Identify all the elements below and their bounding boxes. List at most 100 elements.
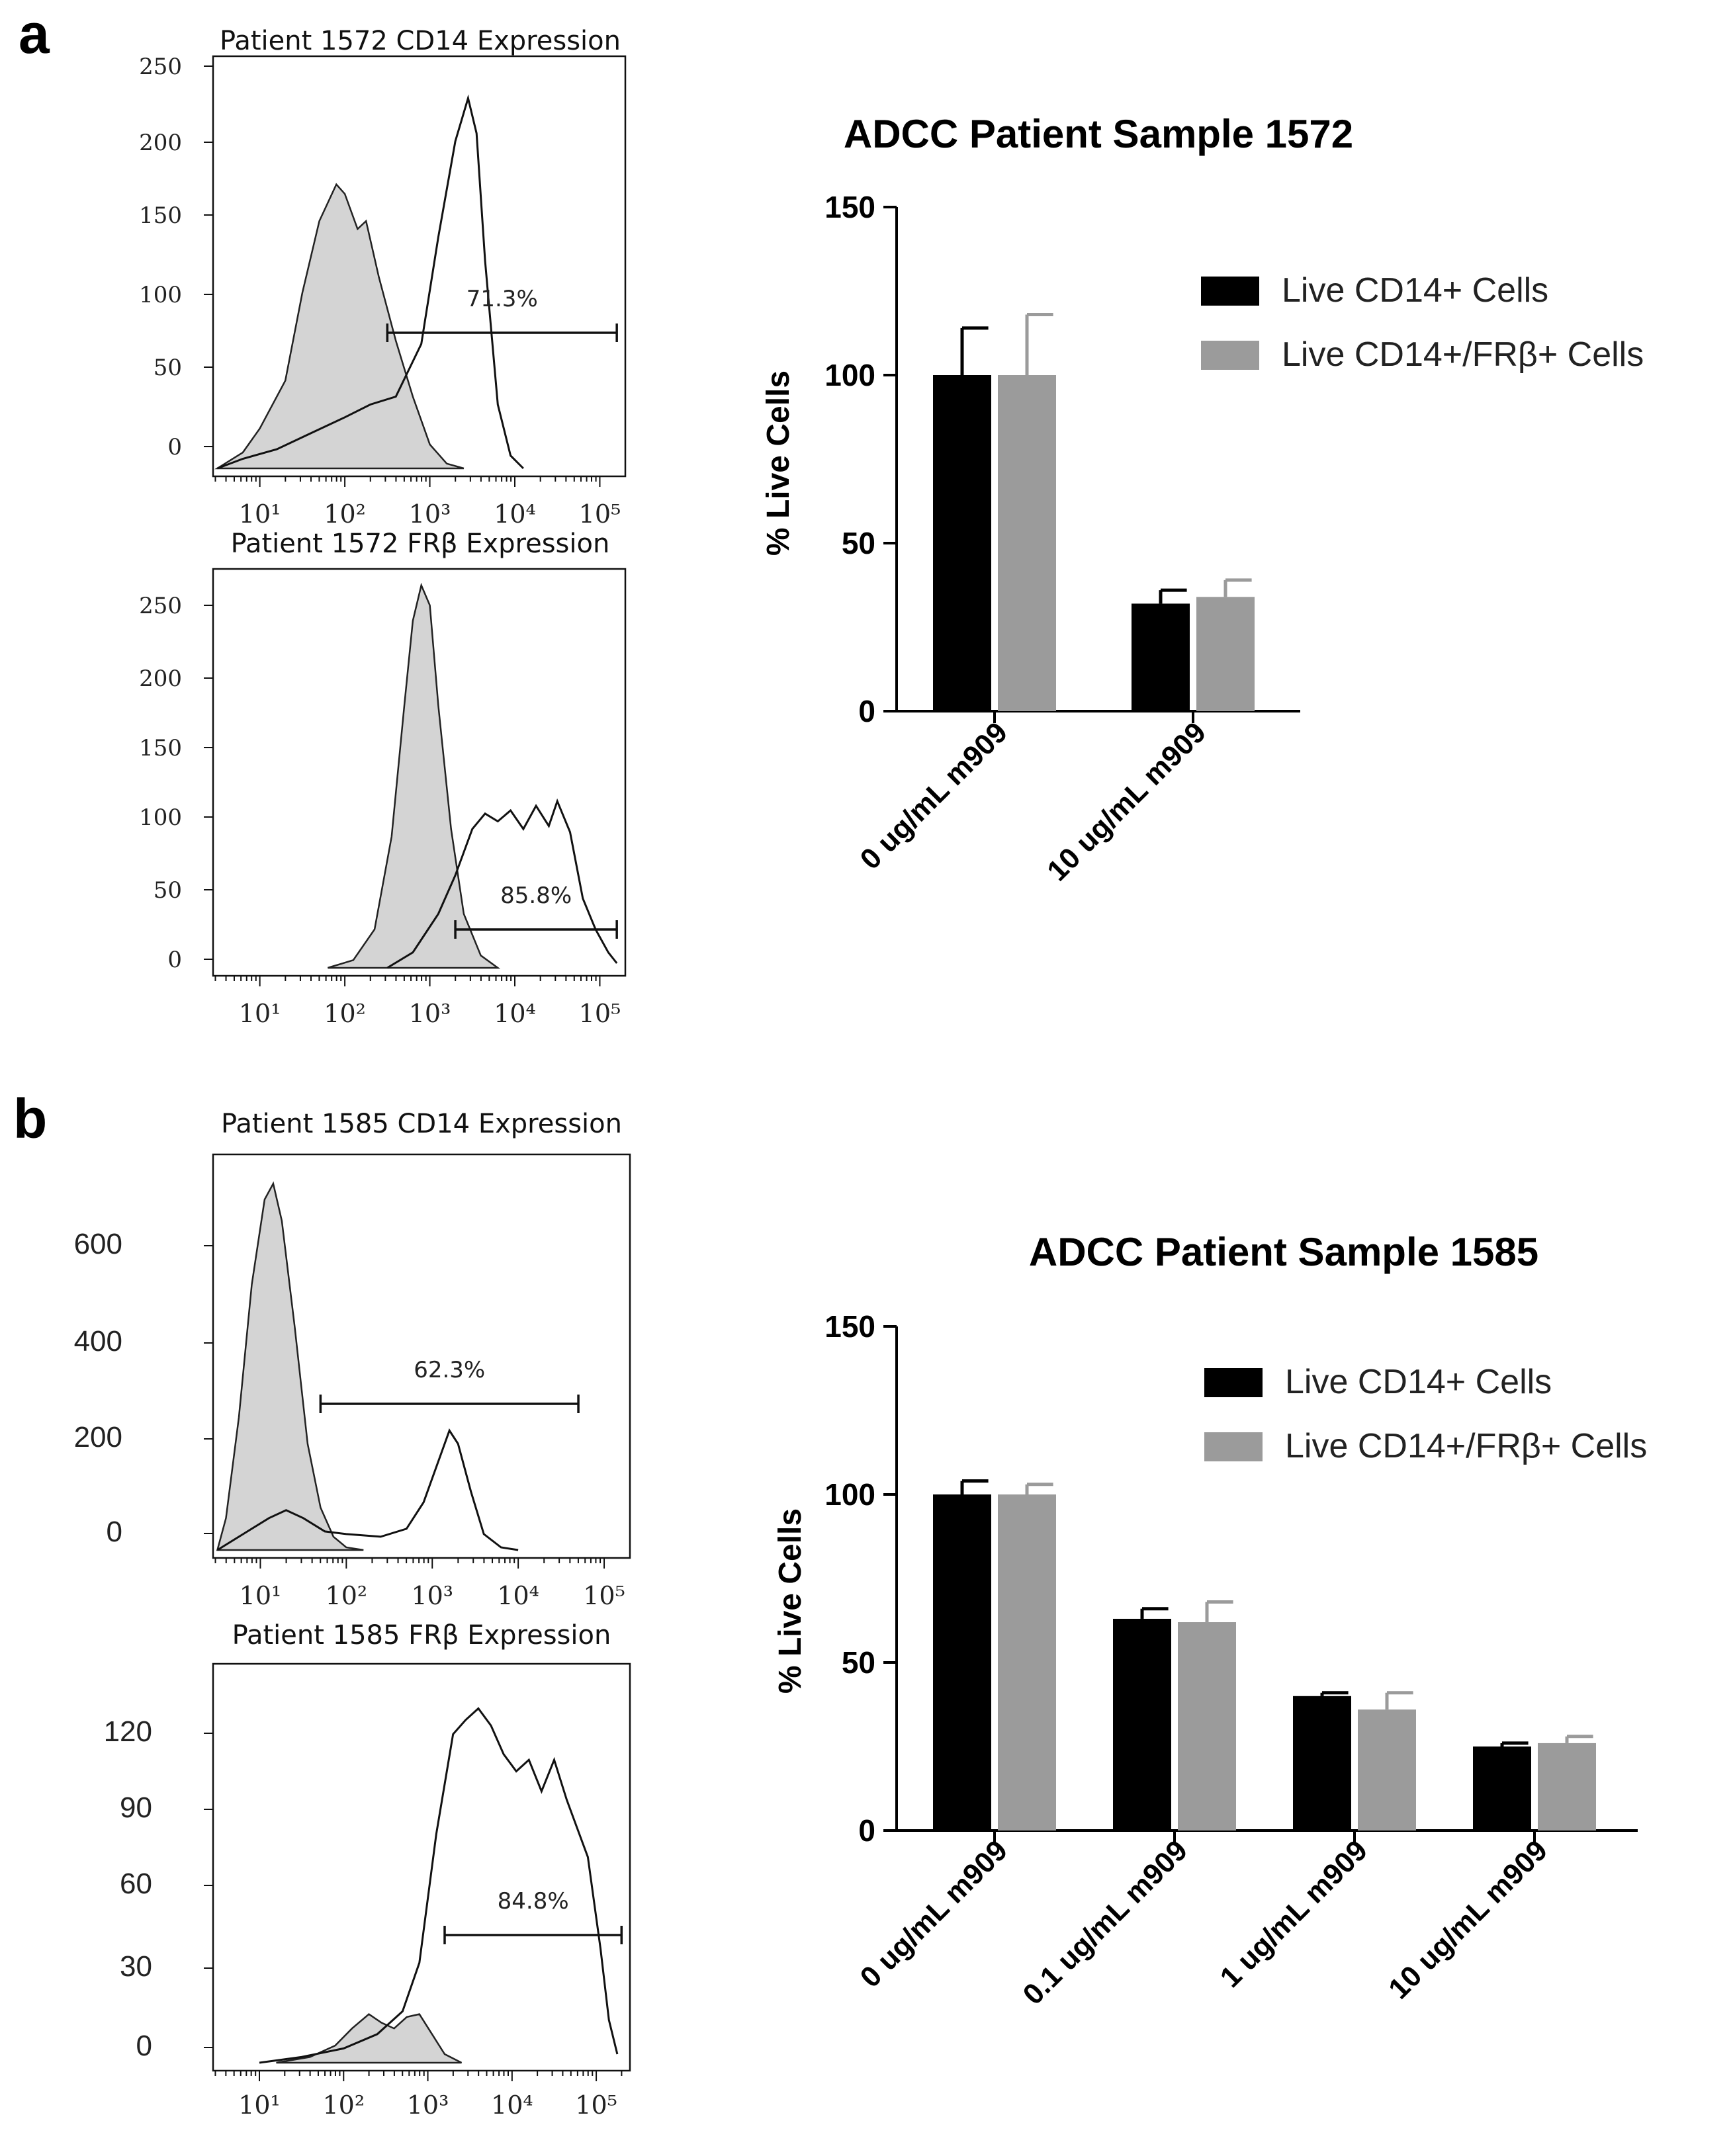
x-tick-label: 10¹ [239,999,281,1028]
x-tick-label: 10⁵ [575,2091,617,2120]
bar-cd14 [1132,603,1190,711]
x-tick-label: 10¹ [239,499,281,529]
y-tick-label: 200 [74,1421,122,1453]
x-tick-label: 10¹ [240,1581,282,1610]
histogram-1572-frb: Patient 1572 FRβ Expression 85.8% 250 200 15… [139,529,627,1028]
x-tick-label: 10⁴ [491,2091,533,2120]
y-tick-label: 0 [167,947,182,973]
histogram-control-curve [216,1181,364,1551]
chart-title: ADCC Patient Sample 1572 [844,112,1353,156]
gate-label: 62.3% [414,1357,485,1383]
y-tick-label: 30 [120,1950,152,1983]
gate-label: 84.8% [498,1888,569,1915]
histogram-stained-curve [216,1428,519,1551]
histogram-control-curve [214,183,465,470]
x-tick-label: 10³ [407,2091,449,2120]
x-tick-label: 10² [324,999,366,1028]
y-tick-label: 150 [824,1309,875,1344]
y-tick-label: 100 [824,1477,875,1512]
y-tick-label: 0 [136,2030,152,2062]
histogram-stained-curve [259,1707,619,2064]
x-tick-label: 10² [326,1581,368,1610]
x-tick-label: 10⁵ [579,999,621,1028]
bar-cd14-frb [1358,1709,1416,1831]
legend-swatch-cd14 [1201,277,1259,306]
category-label: 0.1 ug/mL m909 [1017,1834,1194,2011]
bar-cd14-frb [1178,1622,1236,1831]
legend-label: Live CD14+ Cells [1282,271,1548,310]
bar-cd14 [933,1494,991,1831]
y-tick-label: 250 [139,593,182,619]
bar-cd14-frb [998,375,1056,711]
y-tick-label: 100 [139,282,182,308]
x-tick-label: 10⁴ [494,499,536,529]
bar-cd14 [1113,1618,1171,1831]
panel-label-a: a [19,3,50,65]
y-axis-label: % Live Cells [761,370,796,556]
legend-swatch-cd14 [1204,1368,1263,1397]
category-label: 10 ug/mL m909 [1382,1834,1554,2005]
x-tick-label: 10¹ [238,2091,281,2120]
histogram-1585-frb: Patient 1585 FRβ Expression 84.8% 120 90 60 3… [104,1620,631,2120]
gate-label: 85.8% [500,883,572,909]
histogram-1572-cd14: Patient 1572 CD14 Expression 71.3% 250 200 1… [139,26,627,529]
bar-cd14 [1473,1746,1531,1831]
bar-cd14-frb [1196,597,1255,711]
y-tick-label: 150 [139,202,182,229]
x-tick-label: 10³ [411,1581,453,1610]
category-label: 0 ug/mL m909 [854,1834,1014,1994]
y-tick-label: 0 [107,1516,122,1548]
legend-swatch-cd14-frb [1204,1432,1263,1461]
histogram-title: Patient 1585 CD14 Expression [221,1109,622,1139]
panel-label-b: b [13,1088,47,1150]
y-tick-label: 100 [824,358,875,392]
x-tick-label: 10⁵ [579,499,621,529]
bar-chart-1585: ADCC Patient Sample 1585 % Live Cells 0 50 1… [773,1230,1647,2011]
gate-label: 71.3% [467,286,538,312]
histogram-title: Patient 1572 FRβ Expression [231,529,610,559]
x-tick-label: 10² [322,2091,365,2120]
y-tick-label: 100 [139,804,182,831]
histogram-1585-cd14: Patient 1585 CD14 Expression 62.3% 600 400 2… [74,1109,631,1610]
y-tick-label: 60 [120,1868,152,1900]
histogram-frame [212,1153,631,1559]
x-tick-label: 10⁴ [497,1581,539,1610]
y-tick-label: 50 [842,1645,875,1680]
histogram-frame [212,568,627,977]
x-tick-label: 10³ [409,999,451,1028]
bar-cd14 [1293,1696,1351,1831]
x-tick-label: 10⁴ [494,999,536,1028]
y-tick-label: 600 [74,1228,122,1260]
histogram-title: Patient 1572 CD14 Expression [220,26,621,56]
y-tick-label: 90 [120,1791,152,1824]
histogram-frame [212,55,627,478]
chart-title: ADCC Patient Sample 1585 [1029,1230,1538,1274]
legend-label: Live CD14+/FRβ+ Cells [1282,335,1644,374]
category-label: 10 ug/mL m909 [1041,716,1212,887]
x-tick-label: 10³ [409,499,451,529]
y-tick-label: 120 [104,1715,152,1748]
bar-cd14-frb [1538,1743,1596,1831]
y-tick-label: 150 [139,735,182,761]
legend-swatch-cd14-frb [1201,341,1259,370]
legend-label: Live CD14+ Cells [1285,1363,1552,1401]
y-tick-label: 200 [139,130,182,156]
x-tick-label: 10⁵ [583,1581,625,1610]
y-tick-label: 150 [824,190,875,224]
legend-label: Live CD14+/FRβ+ Cells [1285,1427,1647,1465]
category-label: 0 ug/mL m909 [854,716,1014,876]
y-tick-label: 400 [74,1325,122,1358]
y-tick-label: 0 [167,434,182,460]
y-tick-label: 50 [154,877,182,904]
histogram-stained-curve [386,798,618,969]
bar-cd14-frb [998,1494,1056,1831]
y-tick-label: 0 [858,1813,875,1848]
histogram-control-curve [328,582,501,969]
y-tick-label: 50 [154,355,182,381]
x-tick-label: 10² [324,499,366,529]
category-label: 1 ug/mL m909 [1214,1834,1374,1994]
y-tick-label: 50 [842,526,875,560]
histogram-frame [212,1662,631,2072]
bar-cd14 [933,375,991,711]
